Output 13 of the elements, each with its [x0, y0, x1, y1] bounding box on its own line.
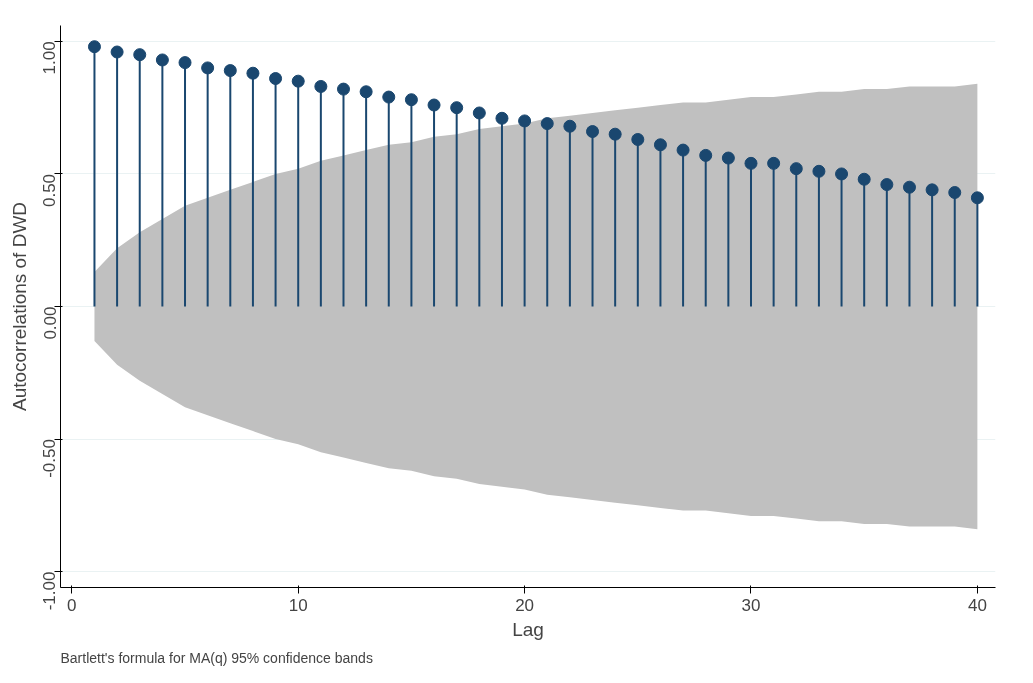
x-tick-label: 40	[967, 595, 987, 615]
y-tick-label: 0.50	[40, 173, 60, 208]
text: Bartlett's formula for MA(q) 95% confidence bands	[60, 649, 373, 666]
x-tick-label: 30	[741, 595, 761, 615]
x-tick-label: 0	[67, 595, 77, 615]
y-tick-label: 0.00	[40, 306, 60, 340]
y-tick-label: -0.50	[40, 439, 60, 478]
y-tick-label: 1.00	[40, 41, 60, 75]
y-axis-title: Autocorrelations of DWD	[8, 201, 30, 412]
x-tick-label: 20	[515, 595, 535, 615]
x-tick-label: 10	[288, 595, 308, 615]
y-tick-label: -1.00	[40, 571, 60, 611]
x-axis-title: Lag	[512, 618, 544, 640]
